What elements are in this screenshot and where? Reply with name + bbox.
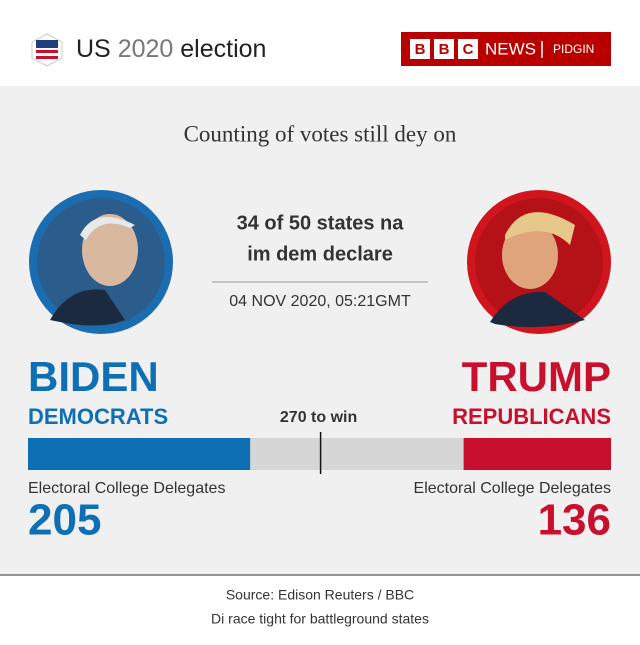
title-year: 2020 <box>118 35 174 63</box>
brand-sub: PIDGIN <box>553 42 594 56</box>
bar <box>463 438 611 470</box>
candidate-name: BIDEN <box>28 353 159 400</box>
bar <box>28 438 251 470</box>
threshold-label: 270 to win <box>280 409 357 426</box>
biden-portrait <box>29 190 173 334</box>
delegates-label: Electoral College Delegates <box>28 480 225 497</box>
brand-letter: B <box>439 41 450 58</box>
title-suffix: election <box>180 35 266 63</box>
brand-letters: B B C <box>410 39 478 59</box>
header-title: US 2020 election <box>76 35 266 63</box>
party-name: REPUBLICANS <box>452 404 611 429</box>
brand-news: NEWS <box>485 39 536 58</box>
title-prefix: US <box>76 35 111 63</box>
states-text: im dem declare <box>247 243 393 265</box>
delegates-value: 205 <box>28 496 101 545</box>
brand-letter: B <box>415 41 426 58</box>
flag-icon <box>31 33 63 67</box>
timestamp: 04 NOV 2020, 05:21GMT <box>229 293 411 310</box>
delegates-label: Electoral College Delegates <box>414 480 611 497</box>
brand-letter: C <box>463 41 474 58</box>
states-text: 34 of 50 states na <box>237 212 405 234</box>
trump-portrait <box>467 190 611 334</box>
note: Di race tight for battleground states <box>211 611 429 627</box>
candidate-name: TRUMP <box>462 353 611 400</box>
headline: Counting of votes still dey on <box>184 121 457 146</box>
party-name: DEMOCRATS <box>28 404 168 429</box>
source: Source: Edison Reuters / BBC <box>226 587 414 603</box>
delegates-value: 136 <box>538 496 611 545</box>
